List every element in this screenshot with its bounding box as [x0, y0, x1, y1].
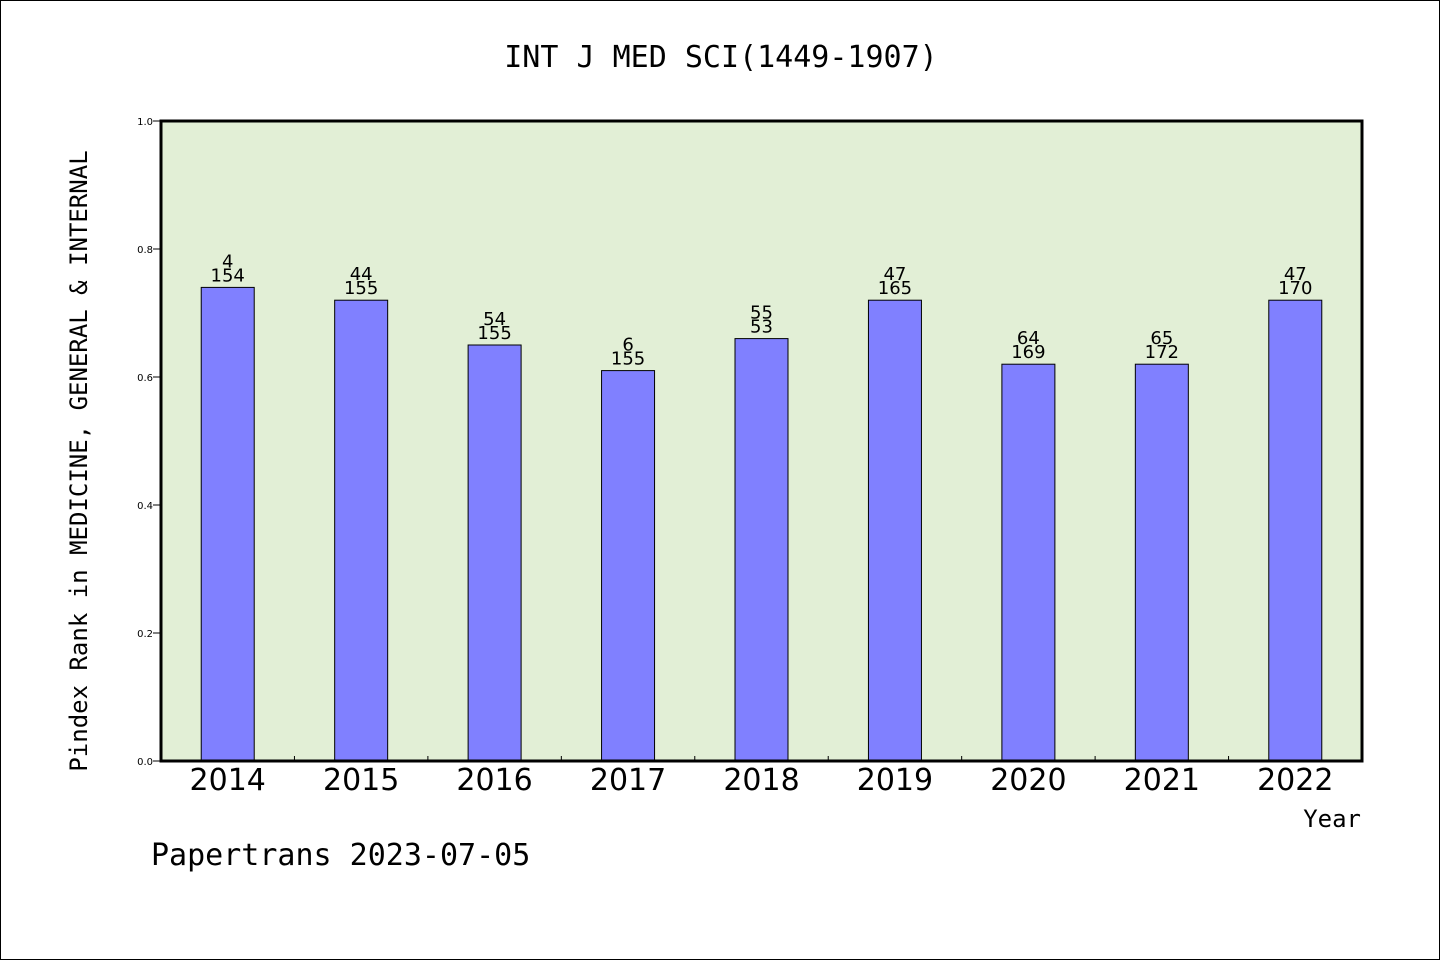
y-axis: 0.0 0.2 0.4 0.6 0.8 1.0 — [137, 117, 161, 768]
plot-border — [159, 119, 1364, 763]
bar-label-bottom-2015: 155 — [344, 278, 378, 299]
bar-2022 — [1268, 299, 1323, 762]
bar-label-top-2019: 47 — [883, 264, 906, 285]
bar-label-bottom-2017: 155 — [611, 349, 645, 370]
bar-2016 — [467, 344, 522, 762]
bar-label-bottom-2014: 154 — [211, 265, 245, 286]
bar-label-bottom-2020: 169 — [1011, 342, 1045, 363]
x-tick-label-2018: 2018 — [723, 763, 799, 798]
bar-label-top-2015: 44 — [350, 264, 373, 285]
y-axis-label: Pindex Rank in MEDICINE, GENERAL & INTER… — [65, 150, 93, 771]
bar-label-top-2014: 4 — [222, 251, 233, 272]
bar-label-bottom-2018: 53 — [750, 317, 773, 338]
chart-title: INT J MED SCI(1449-1907) — [504, 40, 937, 75]
y-tick-label-2: 0.4 — [137, 501, 153, 512]
bar-2019 — [867, 299, 922, 762]
bar-label-top-2020: 64 — [1017, 328, 1040, 349]
y-tick-label-5: 1.0 — [137, 117, 153, 128]
x-tick-label-2019: 2019 — [857, 763, 933, 798]
bar-label-top-2018: 55 — [750, 303, 773, 324]
bar-2015 — [334, 299, 389, 762]
bar-2021 — [1134, 363, 1189, 762]
bar-label-bottom-2021: 172 — [1145, 342, 1179, 363]
y-tick-label-3: 0.6 — [137, 373, 153, 384]
x-tick-label-2022: 2022 — [1257, 763, 1333, 798]
bar-2020 — [1001, 363, 1056, 762]
footer-credit: Papertrans 2023-07-05 — [151, 838, 530, 873]
y-tick-label-4: 0.8 — [137, 245, 153, 256]
x-axis-label: Year — [1303, 805, 1361, 833]
bar-label-top-2016: 54 — [483, 309, 506, 330]
x-tick-label-2017: 2017 — [590, 763, 666, 798]
x-tick-label-2016: 2016 — [456, 763, 532, 798]
bar-2014 — [200, 286, 255, 762]
x-tick-label-2015: 2015 — [323, 763, 399, 798]
bar-label-bottom-2019: 165 — [878, 278, 912, 299]
bar-label-top-2022: 47 — [1284, 264, 1307, 285]
bar-label-top-2021: 65 — [1150, 328, 1173, 349]
x-tick-label-2020: 2020 — [990, 763, 1066, 798]
x-tick-label-2014: 2014 — [190, 763, 266, 798]
x-tick-label-2021: 2021 — [1124, 763, 1200, 798]
x-axis: 2014 2015 2016 2017 2018 2019 2020 2021 2022 — [190, 756, 1333, 798]
bar-2017 — [601, 370, 656, 762]
bar-2018 — [734, 338, 789, 762]
bar-label-bottom-2022: 170 — [1278, 278, 1312, 299]
bar-label-bottom-2016: 155 — [477, 323, 511, 344]
y-tick-label-1: 0.2 — [137, 629, 153, 640]
bar-label-top-2017: 6 — [622, 335, 633, 356]
y-tick-label-0: 0.0 — [137, 757, 153, 768]
